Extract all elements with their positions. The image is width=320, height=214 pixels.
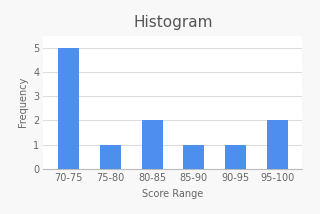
Bar — [267, 120, 288, 169]
Bar — [142, 120, 163, 169]
Bar — [225, 145, 246, 169]
Title: Histogram: Histogram — [133, 15, 213, 30]
Bar — [183, 145, 204, 169]
X-axis label: Score Range: Score Range — [142, 189, 204, 199]
Bar — [100, 145, 121, 169]
Y-axis label: Frequency: Frequency — [18, 77, 28, 128]
Bar — [58, 48, 79, 169]
